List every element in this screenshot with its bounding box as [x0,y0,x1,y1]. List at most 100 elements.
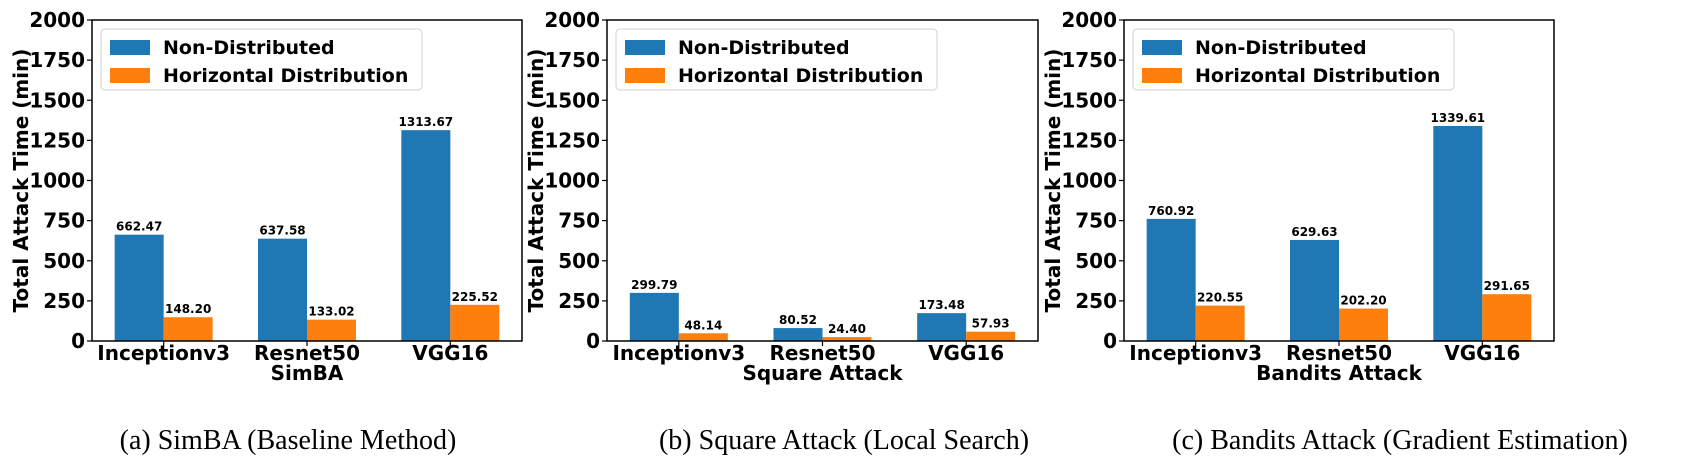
y-tick-label: 500 [558,249,600,273]
data-label: 629.63 [1291,225,1337,239]
bar-non-distributed [1433,125,1483,342]
data-label: 220.55 [1197,291,1243,305]
x-tick-label: Inceptionv3 [1129,341,1262,365]
chart-panel-2: 0 250 500 750 1000 1250 1500 1750 2000 299.79 48.1… [524,8,1039,385]
x-axis-label: SimBA [271,361,344,385]
plot-frame [1123,19,1555,342]
legend-swatch [110,40,150,55]
bar-non-distributed [258,238,307,341]
data-label: 202.20 [1340,294,1386,308]
x-tick-label: Inceptionv3 [612,341,745,365]
y-tick-label: 1250 [1061,128,1117,152]
bar-non-distributed [773,328,823,341]
legend-label: Non-Distributed [163,37,335,59]
data-label: 299.79 [631,278,677,292]
y-axis-label: Total Attack Time (min) [1041,49,1065,313]
legend-box [615,28,938,91]
data-label: 133.02 [308,305,354,319]
bar-non-distributed [629,292,679,341]
x-tick-label: VGG16 [928,341,1004,365]
y-tick-label: 1000 [29,169,85,193]
y-tick-label: 1750 [29,48,85,72]
caption-b: (b) Square Attack (Local Search) [658,425,1030,456]
y-tick-label: 1750 [544,48,600,72]
legend-label: Non-Distributed [1195,37,1367,59]
y-tick-label: 250 [43,289,85,313]
data-label: 148.20 [165,302,211,316]
y-tick-label: 500 [1075,249,1117,273]
legend-swatch [625,40,665,55]
legend: Non-Distributed Horizontal Distribution [615,28,938,91]
data-label: 637.58 [259,224,305,238]
data-label: 48.14 [684,318,722,332]
data-label: 80.52 [779,313,817,327]
bar-horizontal-distribution [450,304,500,341]
legend-label: Horizontal Distribution [163,65,408,87]
bar-horizontal-distribution [1195,305,1245,341]
legend: Non-Distributed Horizontal Distribution [1132,28,1455,91]
data-label: 57.93 [972,317,1010,331]
y-tick-label: 500 [43,249,85,273]
y-axis-label: Total Attack Time (min) [9,49,33,313]
y-tick-label: 1750 [1061,48,1117,72]
x-axis-label: Square Attack [742,361,903,385]
y-tick-label: 1250 [544,128,600,152]
y-tick-label: 0 [1103,329,1117,353]
legend-label: Horizontal Distribution [678,65,923,87]
bar-non-distributed [1290,239,1339,341]
bar-non-distributed [917,313,967,341]
legend-box [100,28,423,91]
y-tick-label: 2000 [544,8,600,32]
x-tick-label: Inceptionv3 [97,341,230,365]
y-tick-label: 1500 [1061,88,1117,112]
y-tick-label: 1500 [544,88,600,112]
legend-swatch [1142,68,1182,83]
legend-swatch [1142,40,1182,55]
chart-panel-3: 0 250 500 750 1000 1250 1500 1750 2000 760.92 220.… [1041,8,1555,385]
x-tick-label: VGG16 [412,341,488,365]
y-tick-label: 250 [1075,289,1117,313]
y-tick-label: 2000 [1061,8,1117,32]
bar-horizontal-distribution [307,319,356,341]
legend-swatch [110,68,150,83]
bar-horizontal-distribution [1339,308,1388,341]
bar-non-distributed [114,234,164,341]
x-axis-label: Bandits Attack [1256,361,1423,385]
x-tick-label: Resnet50 [769,341,875,365]
bar-horizontal-distribution [163,317,213,341]
bar-horizontal-distribution [966,331,1016,341]
data-label: 173.48 [919,298,965,312]
y-tick-label: 750 [558,209,600,233]
x-tick-label: VGG16 [1444,341,1520,365]
y-tick-label: 750 [1075,209,1117,233]
y-axis-label: Total Attack Time (min) [524,49,548,313]
bar-non-distributed [1146,218,1196,341]
data-label: 291.65 [1484,279,1530,293]
y-tick-label: 1500 [29,88,85,112]
legend-swatch [625,68,665,83]
y-tick-label: 1000 [544,169,600,193]
bar-horizontal-distribution [1482,294,1532,341]
y-tick-label: 2000 [29,8,85,32]
legend-box [1132,28,1455,91]
data-label: 1313.67 [399,115,454,129]
y-tick-label: 1000 [1061,169,1117,193]
chart-panel-1: 0 250 500 750 1000 1250 1500 1750 2000 662.47 148.… [9,8,523,385]
y-tick-label: 250 [558,289,600,313]
y-tick-label: 0 [71,329,85,353]
data-label: 760.92 [1148,204,1194,218]
legend-label: Horizontal Distribution [1195,65,1440,87]
plot-frame [91,19,523,342]
bar-horizontal-distribution [822,337,872,341]
y-tick-label: 1250 [29,128,85,152]
caption-c: (c) Bandits Attack (Gradient Estimation) [1172,425,1628,456]
data-label: 662.47 [116,220,162,234]
plot-frame [606,19,1039,342]
data-label: 225.52 [452,290,498,304]
legend: Non-Distributed Horizontal Distribution [100,28,423,91]
bar-horizontal-distribution [678,333,728,341]
x-tick-label: Resnet50 [254,341,360,365]
data-label: 24.40 [828,322,866,336]
data-label: 1339.61 [1431,111,1486,125]
